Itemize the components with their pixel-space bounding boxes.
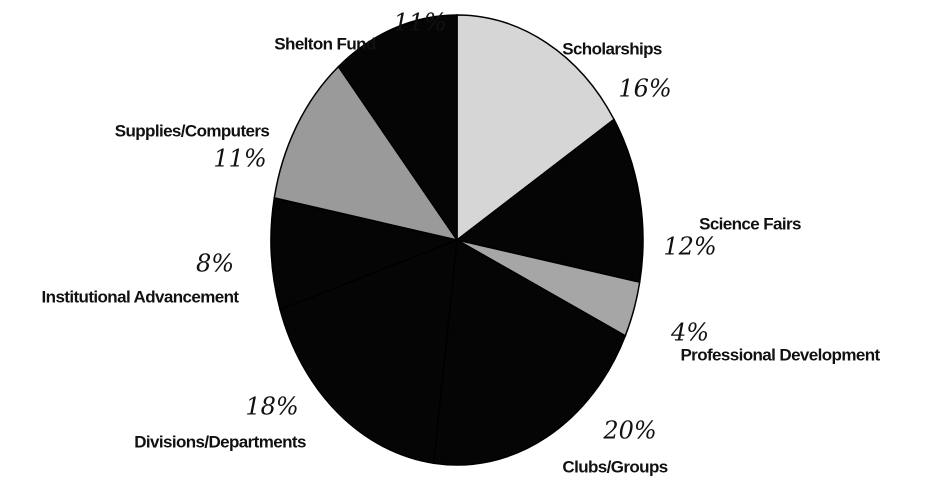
slice-label: Divisions/Departments [134,432,306,451]
value-label: 12% [663,233,716,261]
slice-label: Clubs/Groups [562,457,667,476]
value-label: 4% [670,319,709,347]
pie-slice [270,196,460,311]
value-label: 20% [602,417,656,445]
value-label: 16% [618,75,671,103]
slice-label: Science Fairs [699,214,801,233]
pie-slice [273,65,459,242]
value-label: 18% [245,393,298,421]
slice-label: Shelton Fund [274,34,376,53]
value-label: 11% [213,145,266,173]
slice-label: Scholarships [562,39,662,58]
pie-slice [279,238,458,465]
slice-label: Institutional Advancement [42,287,240,306]
value-label: 11% [393,9,446,37]
pie-slice [337,14,458,243]
slice-label: Professional Development [680,345,880,364]
pie-slice [432,238,627,466]
pie-slice [455,118,644,284]
value-label: 8% [196,250,234,278]
slice-label: Supplies/Computers [115,121,270,140]
pie-slice [456,14,616,242]
